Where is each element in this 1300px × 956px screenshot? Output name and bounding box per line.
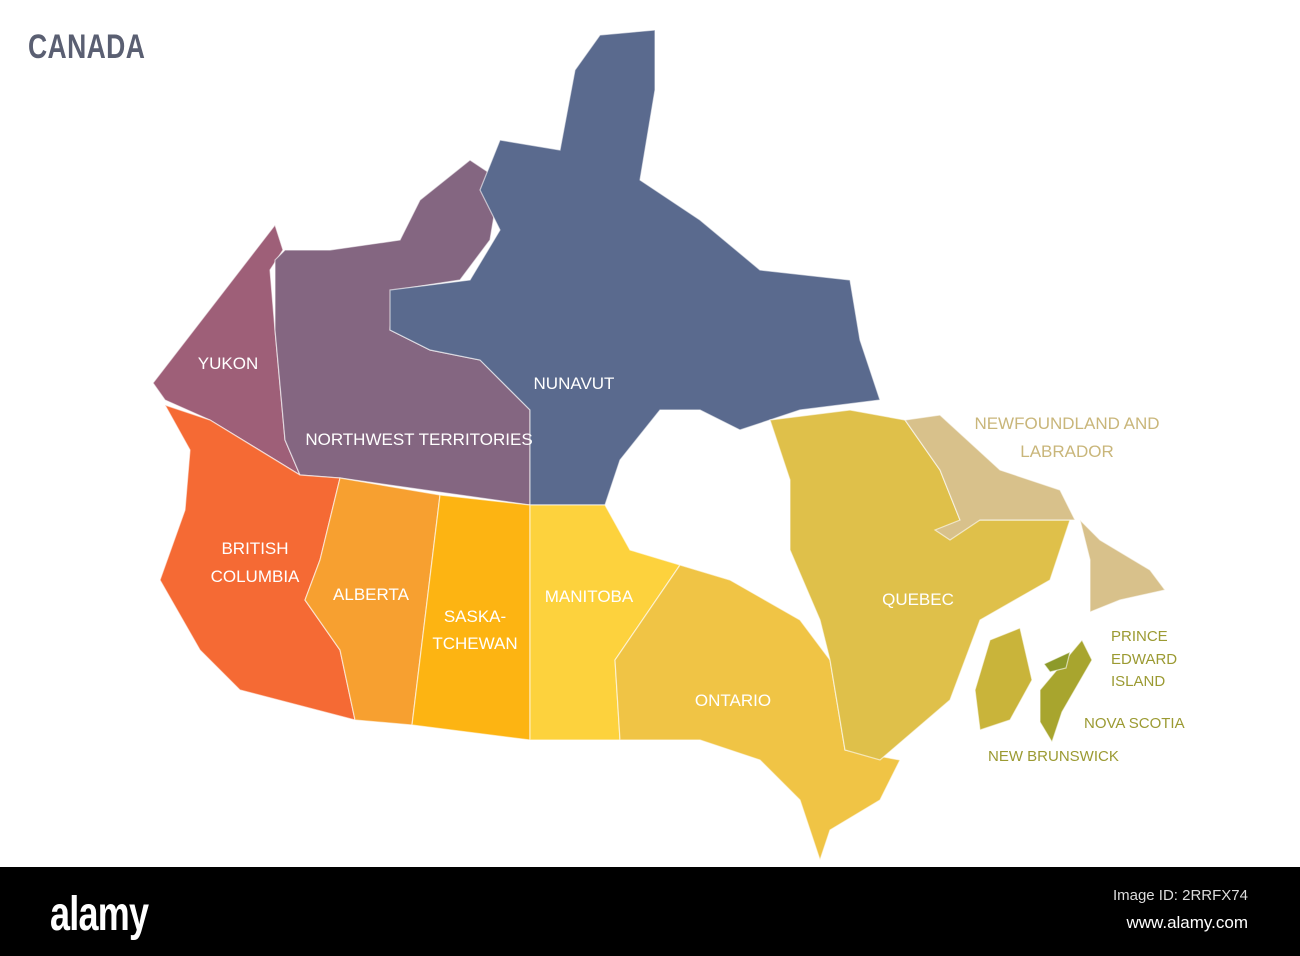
label-yukon: YUKON xyxy=(198,354,258,373)
label-nunavut: NUNAVUT xyxy=(534,374,615,393)
label-manitoba: MANITOBA xyxy=(545,587,634,606)
label-newfoundland-1: NEWFOUNDLAND AND xyxy=(974,414,1159,433)
footer-bar: alamy Image ID: 2RRFX74 www.alamy.com xyxy=(0,867,1300,956)
canada-map: YUKON NORTHWEST TERRITORIES NUNAVUT BRIT… xyxy=(152,29,1185,862)
label-newfoundland-2: LABRADOR xyxy=(1020,442,1114,461)
label-nova-scotia: NOVA SCOTIA xyxy=(1084,715,1185,732)
region-new-brunswick[interactable] xyxy=(974,627,1033,731)
label-saskatchewan-1: SASKA- xyxy=(444,607,506,626)
label-quebec: QUEBEC xyxy=(882,590,954,609)
map-title: CANADA xyxy=(28,28,146,66)
label-new-brunswick: NEW BRUNSWICK xyxy=(988,748,1119,765)
label-pei-3: ISLAND xyxy=(1111,673,1165,690)
label-northwest-territories: NORTHWEST TERRITORIES xyxy=(305,430,532,449)
label-british-columbia-1: BRITISH xyxy=(221,539,288,558)
label-alberta: ALBERTA xyxy=(333,585,410,604)
label-pei-2: EDWARD xyxy=(1111,651,1177,668)
region-nunavut[interactable] xyxy=(389,29,881,506)
region-prince-edward-island[interactable] xyxy=(1043,650,1071,673)
label-pei-1: PRINCE xyxy=(1111,628,1168,645)
label-british-columbia-2: COLUMBIA xyxy=(211,567,300,586)
region-ontario[interactable] xyxy=(614,564,901,862)
label-saskatchewan-2: TCHEWAN xyxy=(432,634,517,653)
image-id: Image ID: 2RRFX74 xyxy=(1112,887,1248,904)
region-nova-scotia[interactable] xyxy=(1039,638,1093,744)
alamy-logo: alamy xyxy=(50,888,149,941)
site-url: www.alamy.com xyxy=(1126,913,1248,932)
region-newfoundland[interactable] xyxy=(1078,518,1167,613)
label-ontario: ONTARIO xyxy=(695,691,771,710)
region-labrador[interactable] xyxy=(903,414,1076,541)
